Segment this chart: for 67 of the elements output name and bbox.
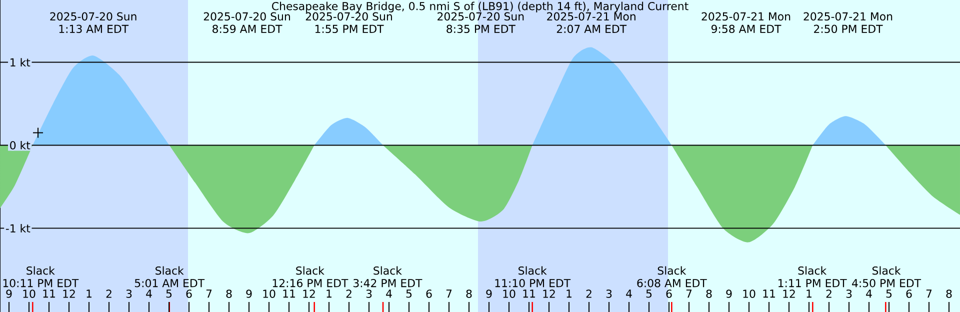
x-tick-label: 2 <box>346 290 352 298</box>
x-tick-label: 1 <box>326 290 332 298</box>
x-tick-label: 5 <box>646 290 652 298</box>
x-tick-label: 2 <box>826 290 832 298</box>
ref-line-label: Slack 1:11 PM EDT <box>778 266 847 288</box>
x-tick-label: 1 <box>806 290 812 298</box>
x-tick-label: 8 <box>706 290 712 298</box>
x-tick-label: 5 <box>166 290 172 298</box>
x-tick-label: 10 <box>263 290 276 298</box>
x-tick-label: 5 <box>886 290 892 298</box>
ref-line-label: Slack 4:50 PM EDT <box>852 266 922 288</box>
x-tick-label: 7 <box>446 290 452 298</box>
x-tick-label: 11 <box>283 290 295 298</box>
x-tick-label: 9 <box>246 290 252 298</box>
x2-tick-label: 2025-07-20 Sun 1:13 AM EDT <box>50 12 136 34</box>
ref-line-label: Slack 12:16 PM EDT <box>272 266 348 288</box>
x-tick-label: 11 <box>43 290 55 298</box>
ref-line-label: Slack 10:11 PM EDT <box>3 266 79 288</box>
x-tick-label: 2 <box>106 290 112 298</box>
x2-tick-label: 2025-07-20 Sun 1:55 PM EDT <box>306 12 392 34</box>
x-tick-label: 3 <box>846 290 852 298</box>
x-tick-label: 10 <box>23 290 36 298</box>
y-tick-label: -1 kt <box>6 224 30 232</box>
chart-title: Chesapeake Bay Bridge, 0.5 nmi S of (LB91) (depth 14 ft), Maryland Current <box>272 2 688 12</box>
y-tick-label: 0 kt <box>10 140 30 150</box>
x-tick-label: 11 <box>523 290 535 298</box>
x-tick-label: 9 <box>486 290 492 298</box>
x-tick-label: 12 <box>303 290 315 298</box>
x-tick-label: 8 <box>946 290 952 298</box>
y-tick-label: 1 kt <box>10 58 30 66</box>
x-tick-label: 4 <box>626 290 632 298</box>
x2-tick-label: 2025-07-20 Sun 8:59 AM EDT <box>204 12 290 34</box>
x-tick-label: 2 <box>586 290 592 298</box>
x-tick-label: 5 <box>406 290 412 298</box>
x-tick-label: 7 <box>206 290 212 298</box>
x-tick-label: 9 <box>726 290 732 298</box>
x-tick-label: 3 <box>366 290 372 298</box>
x2-tick-label: 2025-07-21 Mon 2:07 AM EDT <box>547 12 636 34</box>
x-tick-label: 4 <box>146 290 152 298</box>
x-tick-label: 7 <box>926 290 932 298</box>
ref-line-label: Slack 11:10 PM EDT <box>495 266 571 288</box>
x-tick-label: 7 <box>686 290 692 298</box>
x-tick-label: 12 <box>783 290 795 298</box>
x-tick-label: 10 <box>743 290 756 298</box>
x2-tick-label: 2025-07-21 Mon 2:50 PM EDT <box>804 12 892 34</box>
x-tick-label: 11 <box>763 290 775 298</box>
ref-line-label: Slack 3:42 PM EDT <box>354 266 422 288</box>
x-tick-label: 6 <box>186 290 192 298</box>
x-tick-label: 8 <box>226 290 232 298</box>
x2-tick-label: 2025-07-21 Mon 9:58 AM EDT <box>702 12 790 34</box>
x-tick-label: 12 <box>63 290 75 298</box>
x-tick-label: 12 <box>543 290 555 298</box>
x2-tick-label: 2025-07-20 Sun 8:35 PM EDT <box>438 12 524 34</box>
x-tick-label: 1 <box>86 290 92 298</box>
x-tick-label: 3 <box>126 290 132 298</box>
x-tick-label: 6 <box>906 290 912 298</box>
x-tick-label: 8 <box>466 290 472 298</box>
x-tick-label: 1 <box>566 290 572 298</box>
x-tick-label: 4 <box>866 290 872 298</box>
x-tick-label: 6 <box>426 290 432 298</box>
x-tick-label: 9 <box>6 290 12 298</box>
x-tick-label: 6 <box>666 290 672 298</box>
ref-line-label: Slack 6:08 AM EDT <box>637 266 707 288</box>
x-tick-label: 4 <box>386 290 392 298</box>
x-tick-label: 3 <box>606 290 612 298</box>
x-tick-label: 10 <box>503 290 516 298</box>
ref-line-label: Slack 5:01 AM EDT <box>134 266 205 288</box>
